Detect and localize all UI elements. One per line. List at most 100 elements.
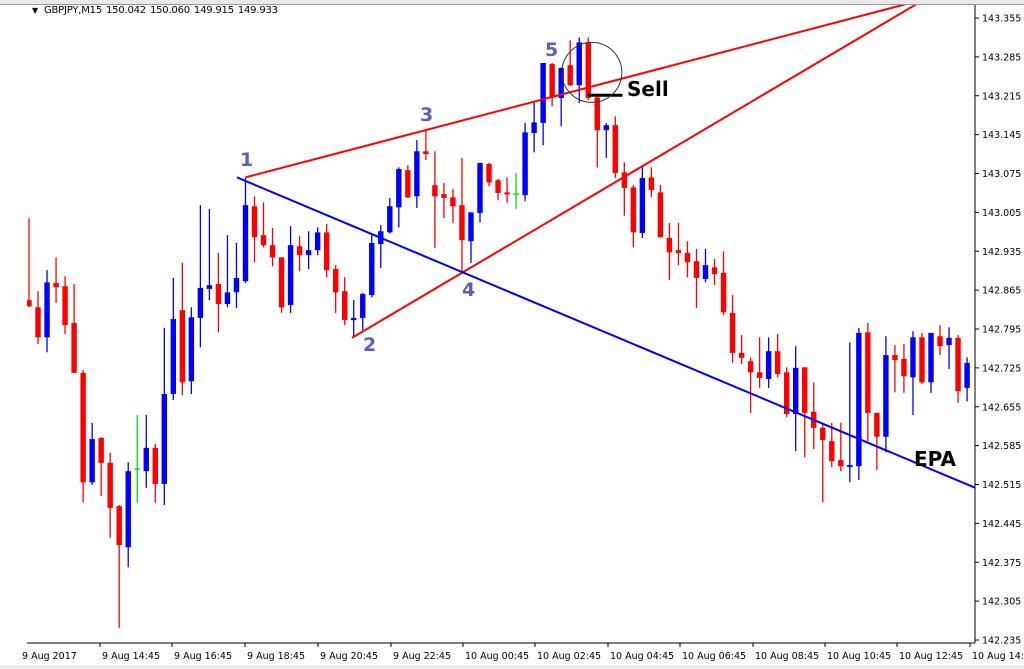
x-tick-label: 9 Aug 14:45 xyxy=(102,651,160,662)
candle-body xyxy=(161,393,167,484)
candle xyxy=(901,343,907,393)
candle xyxy=(486,162,492,187)
candle-body xyxy=(901,358,907,377)
candle-body xyxy=(423,151,429,155)
candle xyxy=(71,284,77,373)
candle xyxy=(802,367,808,458)
candle xyxy=(35,291,41,344)
candle-body xyxy=(278,257,285,308)
candle-body xyxy=(71,322,77,373)
candle xyxy=(369,235,375,298)
candle xyxy=(693,249,700,308)
candle-body xyxy=(540,62,546,123)
candle xyxy=(387,197,393,234)
candle xyxy=(928,332,934,393)
axes: 143.355 143.285 143.215 143.145 143.075 143.0… xyxy=(0,5,1024,669)
candle-body xyxy=(107,462,113,508)
y-tick-label: 143.145 xyxy=(982,130,1021,141)
candle xyxy=(251,196,258,263)
candle-body xyxy=(594,97,600,131)
candle-body xyxy=(567,65,573,86)
candle xyxy=(414,140,420,208)
candle-body xyxy=(459,205,465,241)
candle xyxy=(657,185,664,238)
candle xyxy=(432,151,438,248)
candle-body xyxy=(729,312,736,353)
candle-body xyxy=(747,361,754,373)
candle-body xyxy=(116,506,122,546)
candle-body xyxy=(332,269,339,293)
candle-body xyxy=(269,245,276,258)
candle-body xyxy=(576,42,582,86)
candle-body xyxy=(919,337,925,383)
candle-body xyxy=(522,132,528,196)
candle xyxy=(585,37,591,101)
candles xyxy=(27,37,970,628)
candle xyxy=(323,224,330,278)
candle xyxy=(314,227,321,256)
candle xyxy=(260,202,267,248)
candle xyxy=(495,179,501,201)
candle xyxy=(666,222,673,281)
x-tick-label: 10 Aug 14:45 xyxy=(972,651,1024,662)
candle xyxy=(964,357,970,402)
candle-body xyxy=(27,300,32,307)
candle xyxy=(648,167,655,198)
candle xyxy=(459,157,465,273)
candle-body xyxy=(820,427,826,441)
candle-body xyxy=(477,162,483,213)
candle xyxy=(342,277,348,326)
upper-wedge-trendline xyxy=(245,5,907,179)
candle xyxy=(910,331,916,416)
candle-body xyxy=(179,310,186,383)
x-tick-label: 9 Aug 20:45 xyxy=(320,651,378,662)
candle xyxy=(296,236,303,272)
candle-body xyxy=(323,232,330,271)
candle xyxy=(80,370,86,503)
candle-body xyxy=(928,332,934,383)
candle-body xyxy=(224,292,231,305)
candle-body xyxy=(711,267,718,275)
triangle-down-icon[interactable]: ▼ xyxy=(32,6,38,15)
candle-body xyxy=(495,180,501,193)
candle xyxy=(630,185,637,248)
candle-body xyxy=(414,151,420,197)
candle-body xyxy=(125,471,131,548)
candle-body xyxy=(360,294,366,318)
candle-body xyxy=(558,67,564,98)
candle-body xyxy=(369,242,375,296)
candle-body xyxy=(531,122,537,133)
symbol-label: GBPJPY,M15 xyxy=(43,5,102,16)
candle xyxy=(937,325,943,356)
candle-body xyxy=(738,352,745,358)
candle-body xyxy=(829,441,835,462)
annotations: 1 2 3 4 5 Sell EPA xyxy=(240,39,956,471)
candle-body xyxy=(486,164,492,183)
y-tick-label: 142.585 xyxy=(982,441,1021,452)
candle xyxy=(865,322,871,442)
wave-label-2: 2 xyxy=(363,334,376,356)
y-tick-label: 142.445 xyxy=(982,519,1021,530)
candle xyxy=(44,270,50,353)
candle-body xyxy=(143,447,149,472)
candle xyxy=(603,122,609,158)
candle-body xyxy=(883,355,889,437)
candle xyxy=(278,257,285,313)
candle xyxy=(188,307,195,394)
y-tick-label: 143.285 xyxy=(982,52,1021,63)
candle-body xyxy=(468,212,474,242)
candle-body xyxy=(756,372,763,378)
candle-body xyxy=(838,460,844,467)
candle xyxy=(396,167,402,228)
candle-body xyxy=(242,205,249,282)
x-tick-label: 9 Aug 16:45 xyxy=(174,651,232,662)
candle xyxy=(161,327,167,506)
candle-body xyxy=(197,287,204,318)
candle-body xyxy=(874,412,880,437)
candle xyxy=(820,422,826,503)
candle xyxy=(856,327,862,481)
candle-body xyxy=(702,265,709,280)
candle xyxy=(558,67,564,127)
candle xyxy=(450,189,456,223)
